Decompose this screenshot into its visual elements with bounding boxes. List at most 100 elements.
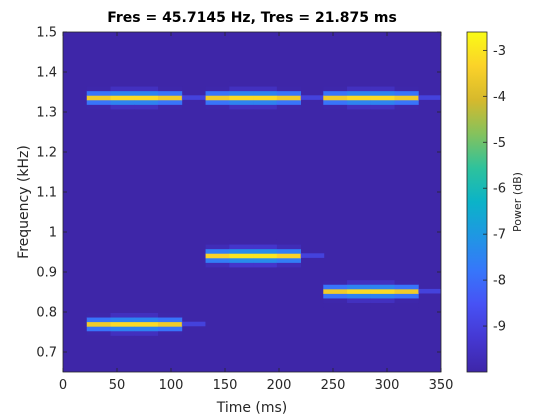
spectrogram-cell <box>347 298 372 304</box>
spectrogram-cell <box>253 86 278 92</box>
spectrogram-cell <box>205 257 230 263</box>
spectrogram-cell <box>205 81 230 87</box>
tone-band-2 <box>86 308 206 341</box>
spectrogram-cell <box>158 317 183 323</box>
spectrogram-cell <box>394 90 419 96</box>
spectrogram-cell <box>323 293 348 299</box>
spectrogram-cell <box>276 95 301 101</box>
spectrogram-cell <box>158 99 183 105</box>
tone-band-5 <box>323 81 441 114</box>
spectrogram-cell <box>253 267 278 272</box>
spectrogram-cell <box>181 321 206 327</box>
spectrogram-cell <box>229 104 254 110</box>
spectrogram-cell <box>253 253 278 259</box>
spectrogram-cell <box>110 312 135 318</box>
spectrogram-cell <box>86 99 111 105</box>
spectrogram-cell <box>134 90 159 96</box>
spectrogram-cell <box>110 308 135 313</box>
spectrogram-cell <box>229 239 254 245</box>
x-tick-label: 0 <box>59 378 67 393</box>
spectrogram-cell <box>300 95 325 100</box>
chart-title: Fres = 45.7145 Hz, Tres = 21.875 ms <box>107 10 397 26</box>
x-tick-label: 150 <box>213 378 238 393</box>
spectrogram-cell <box>110 104 135 110</box>
spectrogram-cell <box>370 99 395 105</box>
spectrogram-cell <box>370 275 395 281</box>
spectrogram-cell <box>110 90 135 96</box>
spectrogram-cell <box>394 104 419 110</box>
spectrogram-cell <box>86 81 111 87</box>
spectrogram-cell <box>229 244 254 250</box>
colorbar-tick-label: -9 <box>493 320 506 335</box>
spectrogram-cell <box>134 321 159 327</box>
spectrogram-cell <box>370 90 395 96</box>
spectrogram-cell <box>158 326 183 332</box>
spectrogram-cell <box>370 86 395 92</box>
spectrogram-cell <box>86 109 111 114</box>
spectrogram-cell <box>323 275 348 281</box>
spectrogram-cell <box>323 109 348 114</box>
tone-band-1 <box>86 81 206 114</box>
spectrogram-cell <box>347 279 372 285</box>
plot-frame <box>62 31 442 373</box>
spectrogram-cell <box>181 95 206 100</box>
spectrogram-cell <box>394 81 419 87</box>
tone-band-6 <box>323 275 441 308</box>
spectrogram-cell <box>158 335 183 341</box>
spectrogram-cell <box>158 109 183 114</box>
colorbar-tick-label: -3 <box>493 44 506 59</box>
spectrogram-cell <box>205 253 230 259</box>
spectrogram-cell <box>370 95 395 101</box>
colorbar-tick-label: -7 <box>493 228 506 243</box>
spectrogram-cell <box>276 239 301 245</box>
y-tick-label: 1.1 <box>36 186 57 201</box>
spectrogram-cell <box>158 81 183 87</box>
colorbar-tick-label: -5 <box>493 136 506 151</box>
spectrogram-cell <box>276 109 301 114</box>
spectrogram-cell <box>229 99 254 105</box>
spectrogram-cell <box>323 86 348 92</box>
x-tick-label: 250 <box>321 378 346 393</box>
x-tick-label: 100 <box>159 378 184 393</box>
spectrogram-cell <box>394 284 419 290</box>
spectrogram-cell <box>276 244 301 250</box>
spectrogram-cell <box>134 326 159 332</box>
y-tick-label: 0.8 <box>36 306 57 321</box>
spectrogram-cell <box>86 335 111 341</box>
x-tick-label: 350 <box>429 378 454 393</box>
spectrogram-cell <box>134 312 159 318</box>
spectrogram-cell <box>158 330 183 336</box>
spectrogram-cell <box>323 302 348 308</box>
spectrogram-cell <box>394 99 419 105</box>
colorbar-ticks: -3 -4 -5 -6 -7 -8 -9 <box>483 44 506 335</box>
spectrogram-cell <box>229 81 254 87</box>
spectrogram-cell <box>323 90 348 96</box>
spectrogram-cell <box>205 267 230 272</box>
spectrogram-cell <box>394 293 419 299</box>
spectrogram-cell <box>276 90 301 96</box>
spectrogram-cell <box>86 308 111 313</box>
spectrogram-cell <box>347 275 372 281</box>
spectrogram-cell <box>229 262 254 268</box>
spectrogram-cell <box>394 95 419 101</box>
spectrogram-cell <box>276 257 301 263</box>
spectrogram-cell <box>110 330 135 336</box>
colorbar-tick-label: -6 <box>493 182 506 197</box>
spectrogram-cell <box>86 312 111 318</box>
spectrogram-cell <box>253 81 278 87</box>
y-tick-label: 1.4 <box>36 66 57 81</box>
spectrogram-cell <box>347 288 372 294</box>
spectrogram-cell <box>205 90 230 96</box>
spectrogram-cell <box>158 86 183 92</box>
spectrogram-cell <box>347 284 372 290</box>
spectrogram-cell <box>134 95 159 101</box>
spectrogram-cell <box>276 262 301 268</box>
spectrogram-cell <box>253 90 278 96</box>
spectrogram-cell <box>394 109 419 114</box>
spectrogram-cell <box>394 279 419 285</box>
spectrogram-cell <box>110 326 135 332</box>
spectrogram-cell <box>86 86 111 92</box>
spectrogram-cell <box>158 95 183 101</box>
spectrogram-cell <box>347 86 372 92</box>
